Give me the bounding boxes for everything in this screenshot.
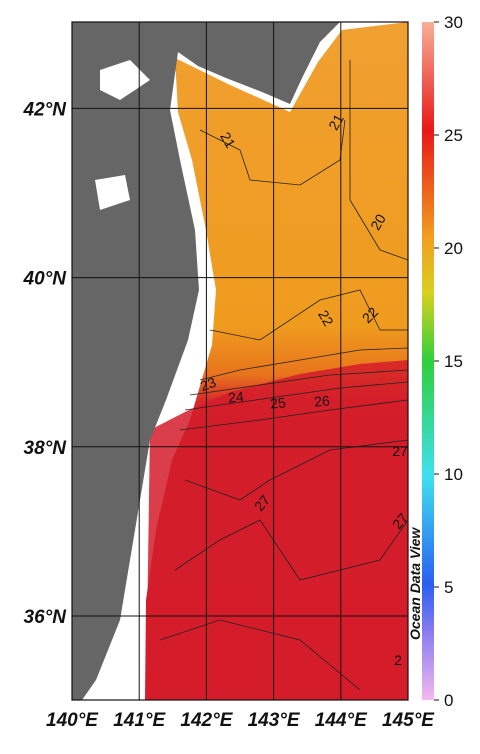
- contour-label: 2: [394, 652, 402, 668]
- colorbar-label: 20: [444, 239, 463, 258]
- colorbar-label: 25: [444, 126, 463, 145]
- colorbar: [422, 22, 434, 700]
- colorbar-label: 15: [444, 352, 463, 371]
- contour-label: 24: [228, 388, 245, 405]
- colorbar-label: 30: [444, 13, 463, 32]
- land: [95, 60, 150, 210]
- x-tick-label: 141°E: [113, 710, 166, 731]
- x-tick-label: 143°E: [248, 710, 301, 731]
- contour-label: 22: [315, 307, 337, 329]
- x-tick-label: 140°E: [46, 710, 99, 731]
- y-tick-label: 38°N: [24, 438, 68, 459]
- y-tick-label: 40°N: [23, 269, 68, 290]
- colorbar-label: 0: [444, 691, 453, 710]
- red-region: [146, 360, 408, 700]
- y-tick-label: 36°N: [24, 607, 68, 628]
- contour-label: 20: [367, 211, 389, 233]
- contour-label: 27: [392, 443, 408, 459]
- contour-label: 25: [270, 394, 287, 411]
- contour-label: 21: [217, 129, 239, 151]
- contour-label: 21: [325, 111, 347, 133]
- x-tick-label: 144°E: [315, 710, 368, 731]
- x-tick-label: 145°E: [382, 710, 435, 731]
- colorbar-label: 5: [444, 578, 453, 597]
- watermark: Ocean Data View: [407, 527, 423, 640]
- contour-label: 26: [314, 392, 331, 409]
- colorbar-label: 10: [444, 465, 463, 484]
- x-tick-label: 142°E: [180, 710, 233, 731]
- map-frame: [71, 21, 409, 701]
- contour-label: 23: [198, 374, 218, 394]
- y-tick-label: 42°N: [23, 99, 68, 120]
- map-area: [72, 22, 408, 700]
- grid: [71, 22, 409, 700]
